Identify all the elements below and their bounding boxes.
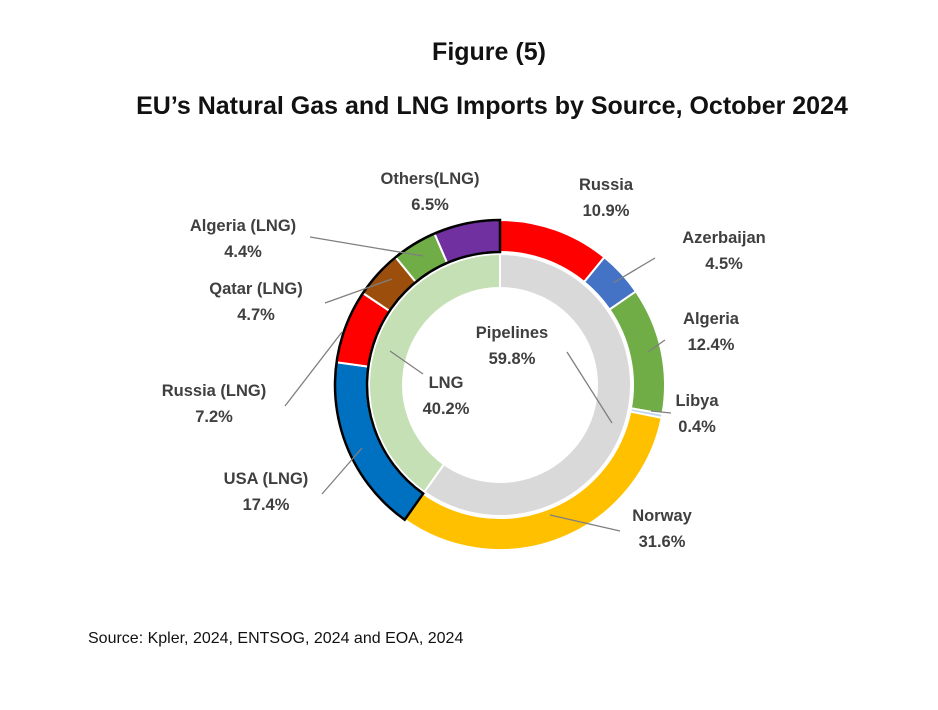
inner-lng-name-label: LNG [429,374,464,392]
outer-algeria-value-label: 12.4% [688,336,735,354]
outer-azerbaijan-value-label: 4.5% [705,255,743,273]
outer-russia-lng-leader-line [284,331,343,407]
outer-algeria-lng-value-label: 4.4% [224,243,262,261]
outer-algeria-name-label: Algeria [683,310,740,328]
outer-others-lng-value-label: 6.5% [411,196,449,214]
outer-algeria-lng-name-label: Algeria (LNG) [190,217,296,235]
outer-russia-value-label: 10.9% [583,202,630,220]
inner-pipelines-name-label: Pipelines [476,324,548,342]
outer-russia-name-label: Russia [579,176,634,194]
outer-usa-lng-name-label: USA (LNG) [224,470,309,488]
outer-qatar-lng-value-label: 4.7% [237,306,275,324]
outer-russia-lng-name-label: Russia (LNG) [162,382,267,400]
outer-others-lng-name-label: Others(LNG) [381,170,480,188]
outer-azerbaijan-leader-line [612,257,656,284]
source-note: Source: Kpler, 2024, ENTSOG, 2024 and EO… [88,630,464,647]
inner-lng-leader-line [389,350,424,375]
outer-qatar-lng-leader-line [324,278,393,304]
outer-qatar-lng-name-label: Qatar (LNG) [209,280,303,298]
lng-group-outline [333,218,502,522]
figure-label: Figure (5) [432,38,546,66]
inner-slice-pipelines [422,252,632,517]
outer-norway-name-label: Norway [632,507,692,525]
inner-lng-value-label: 40.2% [423,400,470,418]
inner-pipelines-value-label: 59.8% [489,350,536,368]
outer-algeria-leader-line [647,339,666,353]
outer-libya-value-label: 0.4% [678,418,716,436]
outer-norway-leader-line [549,514,621,532]
outer-russia-lng-value-label: 7.2% [195,408,233,426]
outer-norway-value-label: 31.6% [639,533,686,551]
outer-algeria-lng-leader-line [309,236,424,257]
outer-libya-leader-line [650,410,672,414]
outer-usa-lng-leader-line [321,447,363,495]
chart-title: EU’s Natural Gas and LNG Imports by Sour… [136,92,848,120]
outer-azerbaijan-name-label: Azerbaijan [682,229,765,247]
outer-usa-lng-value-label: 17.4% [243,496,290,514]
inner-pipelines-leader-line [566,351,613,424]
outer-libya-name-label: Libya [675,392,719,410]
inner-slice-lng [368,252,501,494]
